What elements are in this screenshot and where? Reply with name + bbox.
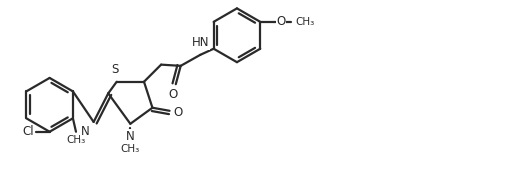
Text: S: S xyxy=(111,63,119,76)
Text: N: N xyxy=(126,130,135,143)
Text: CH₃: CH₃ xyxy=(67,135,86,145)
Text: O: O xyxy=(174,106,183,119)
Text: N: N xyxy=(80,125,90,138)
Text: O: O xyxy=(168,88,177,101)
Text: Cl: Cl xyxy=(22,125,34,138)
Text: O: O xyxy=(276,15,285,28)
Text: CH₃: CH₃ xyxy=(296,17,315,27)
Text: CH₃: CH₃ xyxy=(121,144,140,154)
Text: HN: HN xyxy=(192,36,209,49)
